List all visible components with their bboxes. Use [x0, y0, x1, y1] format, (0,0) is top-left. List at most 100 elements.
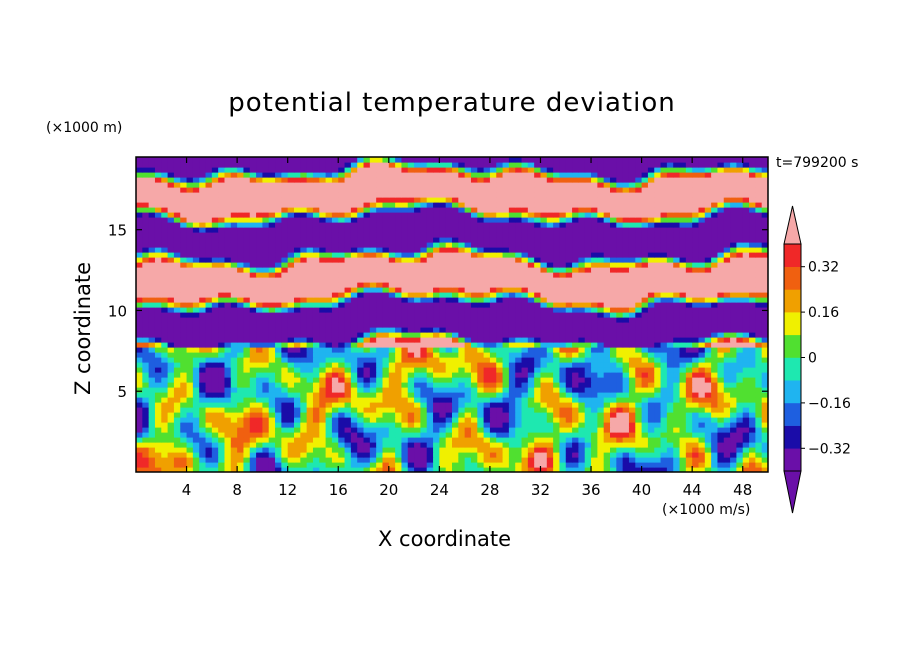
heatmap-cell — [502, 337, 510, 343]
heatmap-cell — [610, 372, 617, 378]
heatmap-cell — [262, 382, 270, 388]
heatmap-cell — [742, 407, 750, 413]
heatmap-cell — [306, 337, 314, 343]
heatmap-cell — [685, 252, 693, 258]
heatmap-cell — [584, 282, 592, 288]
heatmap-cell — [603, 222, 611, 228]
heatmap-cell — [363, 367, 371, 373]
heatmap-cell — [154, 352, 162, 358]
heatmap-cell — [275, 302, 282, 308]
heatmap-cell — [275, 252, 282, 258]
heatmap-cell — [603, 357, 611, 363]
heatmap-cell — [610, 272, 617, 278]
heatmap-cell — [344, 372, 352, 378]
heatmap-cell — [338, 242, 346, 248]
heatmap-cell — [540, 327, 548, 333]
heatmap-cell — [553, 437, 561, 443]
heatmap-cell — [565, 277, 573, 283]
heatmap-cell — [256, 342, 263, 348]
heatmap-cell — [211, 437, 219, 443]
heatmap-cell — [477, 292, 485, 298]
heatmap-cell — [281, 467, 289, 472]
heatmap-cell — [692, 272, 700, 278]
heatmap-cell — [742, 442, 750, 448]
heatmap-cell — [692, 257, 700, 263]
heatmap-cell — [224, 387, 232, 393]
heatmap-cell — [224, 302, 232, 308]
heatmap-cell — [711, 437, 719, 443]
heatmap-cell — [224, 227, 232, 233]
heatmap-cell — [300, 272, 308, 278]
heatmap-cell — [395, 407, 403, 413]
heatmap-cell — [224, 337, 232, 343]
heatmap-cell — [597, 337, 605, 343]
heatmap-cell — [180, 317, 188, 323]
heatmap-cell — [723, 392, 731, 398]
heatmap-cell — [249, 427, 257, 433]
heatmap-cell — [306, 382, 314, 388]
heatmap-cell — [167, 382, 175, 388]
heatmap-cell — [584, 337, 592, 343]
heatmap-cell — [243, 277, 251, 283]
heatmap-cell — [382, 457, 390, 463]
heatmap-cell — [237, 332, 245, 338]
heatmap-cell — [736, 232, 744, 238]
heatmap-cell — [287, 237, 295, 243]
heatmap-cell — [142, 377, 150, 383]
heatmap-cell — [142, 407, 150, 413]
heatmap-cell — [256, 462, 263, 468]
heatmap-cell — [616, 222, 624, 228]
heatmap-cell — [508, 322, 516, 328]
heatmap-cell — [224, 317, 232, 323]
heatmap-cell — [312, 312, 320, 318]
heatmap-cell — [572, 267, 579, 273]
heatmap-cell — [262, 447, 270, 453]
heatmap-cell — [357, 277, 365, 283]
heatmap-cell — [224, 277, 232, 283]
heatmap-cell — [167, 272, 175, 278]
heatmap-cell — [199, 457, 207, 463]
heatmap-cell — [647, 422, 655, 428]
heatmap-cell — [742, 227, 750, 233]
heatmap-cell — [559, 232, 567, 238]
heatmap-cell — [591, 292, 598, 298]
heatmap-cell — [673, 357, 681, 363]
heatmap-cell — [527, 382, 535, 388]
heatmap-cell — [249, 312, 257, 318]
heatmap-cell — [439, 417, 447, 423]
heatmap-cell — [331, 317, 339, 323]
heatmap-cell — [641, 432, 649, 438]
heatmap-cell — [230, 422, 238, 428]
heatmap-cell — [319, 302, 327, 308]
heatmap-cell — [521, 452, 529, 458]
heatmap-cell — [357, 432, 365, 438]
heatmap-cell — [319, 232, 327, 238]
heatmap-cell — [610, 417, 617, 423]
heatmap-cell — [338, 247, 346, 253]
heatmap-cell — [148, 462, 156, 468]
heatmap-cell — [142, 412, 150, 418]
heatmap-cell — [395, 337, 403, 343]
heatmap-cell — [711, 232, 719, 238]
heatmap-cell — [338, 467, 346, 472]
heatmap-cell — [749, 397, 756, 403]
heatmap-cell — [338, 337, 346, 343]
heatmap-cell — [584, 387, 592, 393]
heatmap-cell — [679, 387, 687, 393]
heatmap-cell — [218, 247, 226, 253]
heatmap-cell — [572, 352, 579, 358]
heatmap-cell — [755, 232, 763, 238]
heatmap-cell — [376, 392, 384, 398]
heatmap-cell — [496, 402, 504, 408]
heatmap-cell — [224, 312, 232, 318]
heatmap-cell — [698, 387, 706, 393]
heatmap-cell — [294, 312, 301, 318]
heatmap-cell — [205, 352, 213, 358]
heatmap-cell — [180, 457, 188, 463]
heatmap-cell — [192, 427, 200, 433]
heatmap-cell — [559, 422, 567, 428]
heatmap-cell — [167, 327, 175, 333]
heatmap-cell — [749, 392, 756, 398]
heatmap-cell — [647, 337, 655, 343]
heatmap-cell — [711, 397, 719, 403]
